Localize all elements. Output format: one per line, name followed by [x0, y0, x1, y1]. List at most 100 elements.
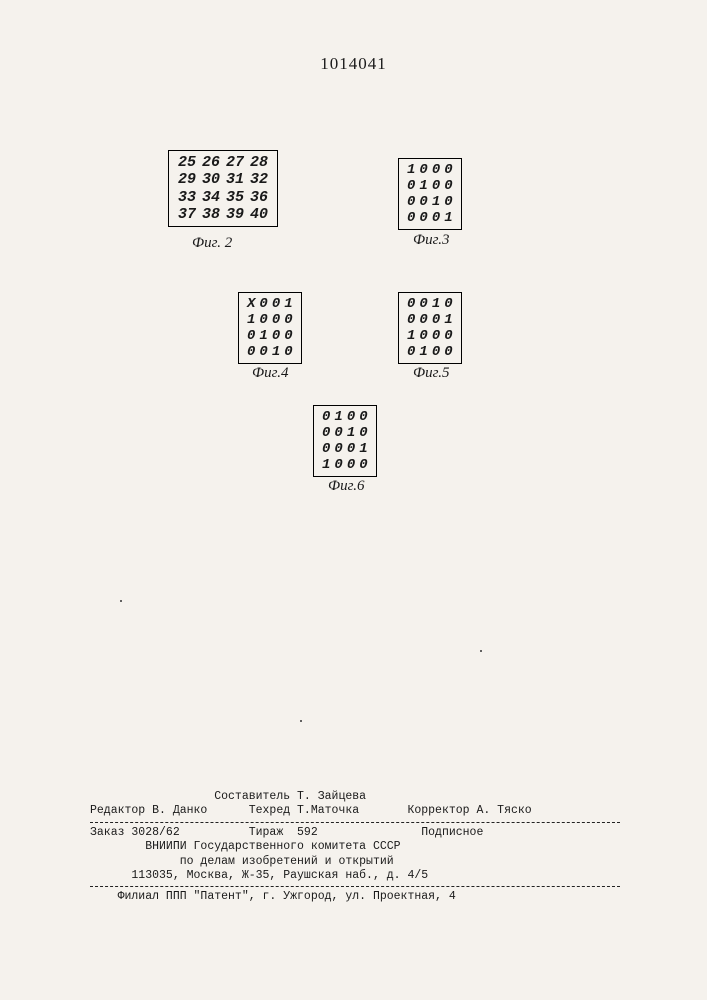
- matrix-cell: 0: [430, 328, 442, 344]
- matrix-cell: 0: [430, 178, 442, 194]
- matrix-cell: 0: [430, 210, 442, 226]
- matrix-cell: 35: [223, 189, 247, 206]
- matrix-cell: 0: [417, 328, 429, 344]
- document-number: 1014041: [0, 54, 707, 74]
- noise-dot: [300, 720, 302, 722]
- matrix-cell: 1: [442, 312, 454, 328]
- matrix-cell: 0: [405, 344, 417, 360]
- matrix-cell: 38: [199, 206, 223, 223]
- matrix-cell: 0: [282, 312, 294, 328]
- matrix-cell: 1: [282, 296, 294, 312]
- matrix-cell: 0: [345, 409, 357, 425]
- matrix-cell: 1: [430, 194, 442, 210]
- matrix-cell: 0: [357, 457, 369, 473]
- matrix-cell: 0: [345, 441, 357, 457]
- matrix-cell: X: [245, 296, 257, 312]
- matrix-cell: 30: [199, 171, 223, 188]
- matrix-cell: 0: [345, 457, 357, 473]
- order-line: Заказ 3028/62 Тираж 592 Подписное: [90, 826, 620, 840]
- matrix-cell: 0: [257, 344, 269, 360]
- matrix-cell: 33: [175, 189, 199, 206]
- matrix-cell: 0: [332, 457, 344, 473]
- matrix-cell: 0: [332, 425, 344, 441]
- matrix-cell: 0: [442, 296, 454, 312]
- matrix-cell: 0: [442, 328, 454, 344]
- matrix-cell: 31: [223, 171, 247, 188]
- matrix-cell: 1: [430, 296, 442, 312]
- matrix-cell: 25: [175, 154, 199, 171]
- figure-2-caption: Фиг. 2: [192, 235, 232, 252]
- matrix-cell: 39: [223, 206, 247, 223]
- matrix-cell: 0: [270, 312, 282, 328]
- noise-dot: [120, 600, 122, 602]
- figure-4-matrix: X001100001000010: [238, 292, 302, 364]
- figure-5-matrix: 0010000110000100: [398, 292, 462, 364]
- matrix-cell: 0: [417, 210, 429, 226]
- matrix-cell: 36: [247, 189, 271, 206]
- matrix-cell: 1: [345, 425, 357, 441]
- figure-4-caption: Фиг.4: [252, 365, 288, 382]
- matrix-cell: 27: [223, 154, 247, 171]
- matrix-cell: 0: [442, 344, 454, 360]
- branch-line: Филиал ППП "Патент", г. Ужгород, ул. Про…: [90, 890, 620, 904]
- matrix-cell: 1: [405, 328, 417, 344]
- matrix-cell: 0: [405, 296, 417, 312]
- editors-line: Редактор В. Данко Техред Т.Маточка Корре…: [90, 804, 620, 818]
- patent-page: 1014041 25262728 29303132 33343536 37383940…: [0, 0, 707, 1000]
- matrix-cell: 0: [257, 312, 269, 328]
- matrix-cell: 1: [320, 457, 332, 473]
- address-line: 113035, Москва, Ж-35, Раушская наб., д. …: [90, 869, 620, 883]
- divider: [90, 886, 620, 887]
- matrix-cell: 0: [320, 409, 332, 425]
- matrix-cell: 34: [199, 189, 223, 206]
- matrix-cell: 0: [442, 162, 454, 178]
- org-line-1: ВНИИПИ Государственного комитета СССР: [90, 840, 620, 854]
- figure-2-matrix: 25262728 29303132 33343536 37383940: [168, 150, 278, 227]
- matrix-cell: 0: [270, 328, 282, 344]
- matrix-cell: 29: [175, 171, 199, 188]
- matrix-cell: 1: [270, 344, 282, 360]
- matrix-cell: 26: [199, 154, 223, 171]
- figure-5-caption: Фиг.5: [413, 365, 449, 382]
- matrix-cell: 0: [257, 296, 269, 312]
- matrix-cell: 0: [442, 178, 454, 194]
- matrix-cell: 32: [247, 171, 271, 188]
- matrix-cell: 40: [247, 206, 271, 223]
- matrix-cell: 1: [245, 312, 257, 328]
- matrix-cell: 1: [257, 328, 269, 344]
- matrix-cell: 1: [405, 162, 417, 178]
- matrix-cell: 0: [430, 162, 442, 178]
- matrix-cell: 0: [417, 162, 429, 178]
- matrix-cell: 0: [405, 194, 417, 210]
- matrix-cell: 1: [332, 409, 344, 425]
- matrix-cell: 0: [332, 441, 344, 457]
- matrix-cell: 28: [247, 154, 271, 171]
- matrix-cell: 0: [357, 409, 369, 425]
- matrix-cell: 1: [417, 344, 429, 360]
- matrix-cell: 0: [405, 210, 417, 226]
- matrix-cell: 0: [320, 441, 332, 457]
- matrix-cell: 0: [405, 312, 417, 328]
- figure-3-matrix: 1000010000100001: [398, 158, 462, 230]
- figure-6-matrix: 0100001000011000: [313, 405, 377, 477]
- matrix-cell: 0: [405, 178, 417, 194]
- matrix-cell: 0: [320, 425, 332, 441]
- matrix-cell: 0: [270, 296, 282, 312]
- matrix-cell: 1: [417, 178, 429, 194]
- org-line-2: по делам изобретений и открытий: [90, 855, 620, 869]
- figure-3-caption: Фиг.3: [413, 232, 449, 249]
- matrix-cell: 0: [417, 194, 429, 210]
- matrix-cell: 0: [417, 312, 429, 328]
- figure-6-caption: Фиг.6: [328, 478, 364, 495]
- matrix-cell: 1: [357, 441, 369, 457]
- divider: [90, 822, 620, 823]
- matrix-cell: 37: [175, 206, 199, 223]
- matrix-cell: 0: [245, 328, 257, 344]
- noise-dot: [480, 650, 482, 652]
- matrix-cell: 0: [430, 344, 442, 360]
- matrix-cell: 0: [417, 296, 429, 312]
- colophon-block: Составитель Т. Зайцева Редактор В. Данко…: [90, 790, 620, 905]
- matrix-cell: 0: [430, 312, 442, 328]
- matrix-cell: 0: [282, 344, 294, 360]
- matrix-cell: 0: [282, 328, 294, 344]
